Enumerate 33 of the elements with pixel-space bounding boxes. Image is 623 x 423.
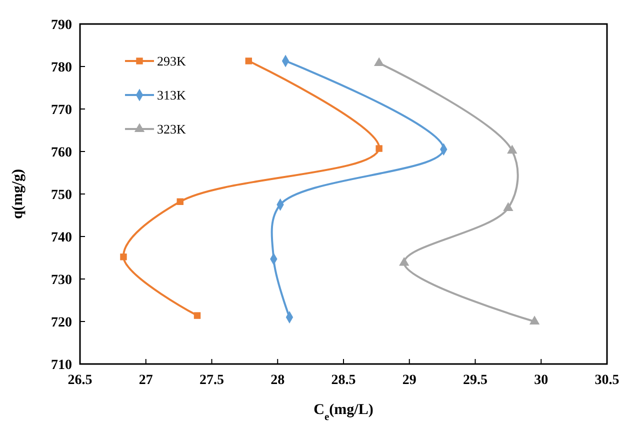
- legend-label: 323K: [157, 122, 186, 137]
- point: [245, 58, 252, 64]
- y-tick-label: 750: [51, 188, 72, 203]
- y-axis-title: q(mg/g): [10, 169, 26, 219]
- x-tick-label: 29.5: [463, 373, 488, 388]
- y-tick-label: 760: [51, 145, 72, 160]
- point: [529, 316, 540, 324]
- point: [507, 144, 518, 154]
- x-tick-label: 27: [138, 373, 153, 388]
- legend-label: 293K: [157, 54, 186, 69]
- legend-label: 313K: [157, 88, 186, 103]
- x-tick-label: 29: [402, 373, 416, 388]
- y-tick-label: 780: [51, 60, 72, 76]
- y-tick-label: 720: [51, 315, 72, 330]
- point: [374, 57, 384, 66]
- x-axis-title: C$_{e}$(mg/L): [314, 402, 374, 422]
- x-tick-label: 27.5: [200, 373, 224, 388]
- y-tick-label: 740: [51, 230, 72, 246]
- x-tick-label: 26.5: [68, 373, 92, 388]
- y-tick-label: 770: [51, 102, 72, 118]
- x-tick-label: 28: [270, 373, 285, 388]
- x-tick-label: 30: [534, 373, 548, 388]
- point: [176, 198, 184, 206]
- x-tick-label: 30.5: [594, 373, 620, 388]
- point: [120, 254, 127, 260]
- y-tick-label: 730: [51, 272, 72, 288]
- point: [399, 256, 410, 266]
- x-tick-label: 28.5: [331, 373, 356, 388]
- y-tick-label: 710: [51, 358, 72, 373]
- point: [376, 145, 382, 152]
- point: [503, 202, 514, 211]
- point: [194, 312, 201, 319]
- y-tick-label: 790: [51, 18, 72, 33]
